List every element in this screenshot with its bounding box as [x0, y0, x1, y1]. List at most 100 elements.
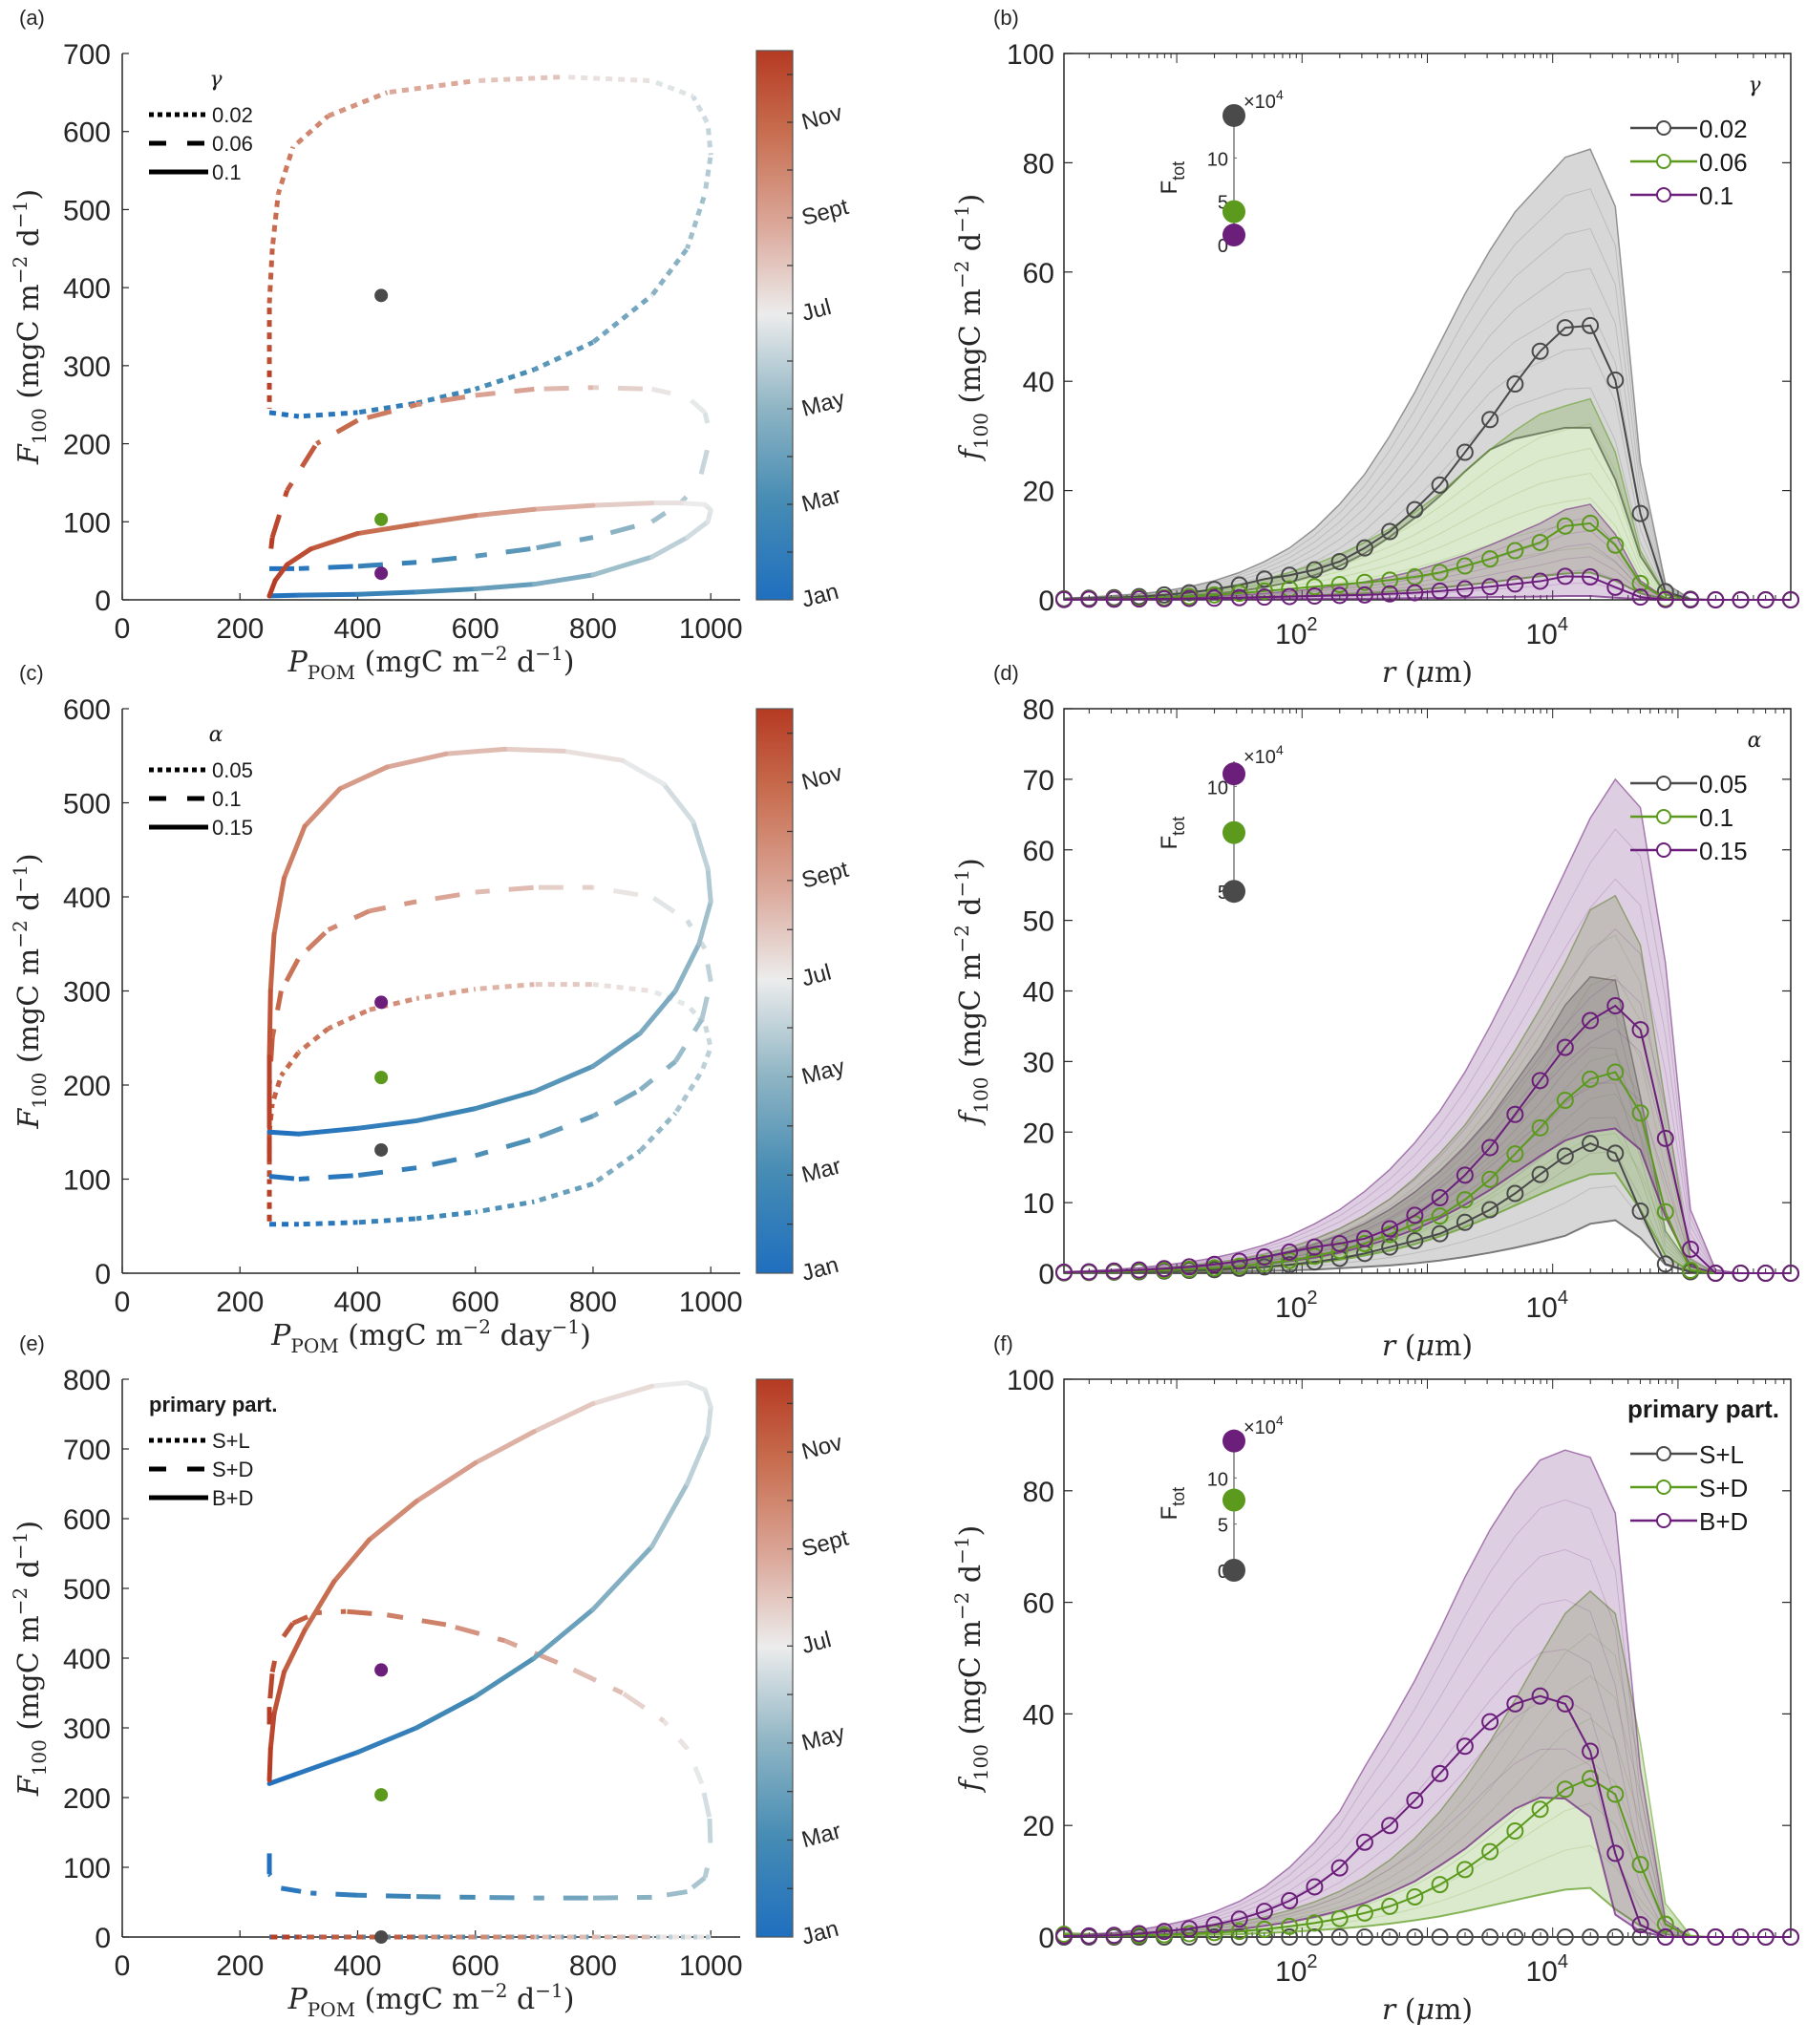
data-point — [1130, 590, 1148, 608]
x-tick-label: 800 — [569, 1950, 617, 1982]
data-point — [1180, 1925, 1199, 1943]
data-point — [1230, 585, 1248, 603]
y-axis-label-part: 100 — [969, 1744, 992, 1780]
series-segment — [591, 1087, 642, 1118]
y-axis-label-part: F — [12, 1775, 46, 1797]
series-segment — [266, 1770, 302, 1786]
colorbar-label: May — [799, 1720, 848, 1757]
y-axis-label-part: ) — [12, 853, 46, 864]
series-segment — [561, 748, 626, 763]
panel-tag: (d) — [993, 661, 1019, 685]
series-segment — [367, 1499, 419, 1543]
envelope-band — [1064, 778, 1791, 1273]
series-segment — [266, 578, 278, 599]
y-tick-label: 400 — [63, 883, 111, 914]
colorbar-label: Jul — [799, 294, 835, 327]
colorbar-label: Sept — [799, 1525, 852, 1563]
series-segment — [272, 562, 290, 584]
data-point — [1055, 1263, 1073, 1281]
panel-tag: (c) — [19, 661, 44, 685]
legend-label: 0.1 — [212, 787, 242, 811]
data-point — [1306, 561, 1324, 579]
series-segment — [685, 1875, 707, 1894]
x-tick-label: 102 — [1275, 614, 1318, 650]
series-line — [1063, 575, 1791, 601]
panel-a: (a) 0 200 400 600 800 1000 0 100 200 300 400 500 600 7… — [9, 6, 852, 684]
y-axis-label-part: (mgC m — [954, 953, 988, 1077]
data-point — [1281, 1243, 1299, 1261]
colorbar-label: Mar — [799, 482, 844, 518]
data-point — [1732, 1928, 1750, 1946]
y-axis-label-part: (mgC m — [12, 948, 46, 1073]
data-point — [1531, 1800, 1549, 1819]
series-segment — [475, 1199, 535, 1215]
envelope-band — [1064, 895, 1791, 1273]
series-segment — [707, 1818, 713, 1854]
series-segment — [269, 193, 281, 249]
y-tick-label: 30 — [1023, 1047, 1054, 1078]
data-point — [1180, 1258, 1199, 1276]
series-segment — [296, 1750, 360, 1776]
x-axis-label-part: r — [1382, 1330, 1397, 1363]
series-segment — [414, 1460, 478, 1504]
x-tick-label: 400 — [333, 1950, 381, 1982]
y-axis-label-part: 100 — [28, 1073, 51, 1109]
legend-label: 0.05 — [1699, 770, 1748, 798]
data-point — [1481, 1713, 1499, 1731]
data-point — [1130, 1925, 1148, 1943]
inset-multiplier-exp: 4 — [1276, 1413, 1284, 1428]
data-point — [1330, 552, 1349, 570]
y-tick-label: 600 — [63, 1504, 111, 1536]
series-segment — [291, 1610, 318, 1626]
data-point — [1606, 1844, 1625, 1863]
y-tick-label: 500 — [63, 789, 111, 820]
colorbar-label: Sept — [799, 857, 852, 894]
series-S-D — [266, 1608, 713, 1901]
y-axis-label-part: −2 — [9, 256, 32, 284]
series-segment — [702, 412, 713, 437]
data-point — [1582, 316, 1600, 334]
y-axis-label-part: (mgC m — [12, 284, 46, 408]
data-point — [1481, 1170, 1499, 1188]
legend-title: γ — [209, 68, 223, 92]
data-point — [1531, 342, 1549, 360]
series-segment — [531, 572, 596, 587]
y-axis-label-part: ) — [954, 1525, 988, 1537]
y-tick-label: 200 — [63, 430, 111, 461]
series-segment — [621, 1691, 666, 1723]
legend-title: α — [1748, 729, 1762, 753]
x-tick-label: 1000 — [679, 1287, 743, 1318]
x-axis-label: PPOM (mgC m−2 d−1) — [287, 1979, 575, 2021]
data-point — [1431, 1188, 1449, 1206]
panel-e: (e) 0 200 400 600 800 1000 0 100 200 300 400 500 600 7… — [9, 1331, 852, 2021]
series-segment — [696, 435, 713, 484]
series-segment — [678, 500, 708, 507]
inset-title-sub: tot — [1169, 1487, 1188, 1506]
data-point — [1381, 1817, 1399, 1835]
colorbar: Jan Mar May Jul Sept Nov — [755, 708, 852, 1287]
series-0-02 — [266, 75, 713, 419]
series-segment — [649, 1380, 691, 1389]
series-segment — [354, 589, 419, 597]
y-tick-label: 700 — [63, 1435, 111, 1466]
data-point — [1381, 1220, 1399, 1238]
data-point — [1682, 591, 1700, 608]
series-segment — [650, 78, 694, 99]
series-line — [1064, 1694, 1791, 1938]
data-point — [1631, 1202, 1649, 1220]
x-axis-label-part: r — [1382, 1993, 1397, 2027]
series-segment — [415, 1153, 477, 1171]
y-axis-label-part: −1 — [950, 1536, 973, 1564]
series-segment — [386, 78, 477, 96]
series-segment — [533, 535, 594, 551]
colorbar-label: Jan — [799, 579, 841, 613]
x-tick-base: 10 — [1525, 619, 1557, 650]
y-axis-label: F100 (mgC m−2 d−1) — [9, 1521, 51, 1797]
data-point — [1281, 566, 1299, 585]
series-segment — [297, 927, 330, 960]
legend: γ 0.02 0.06 0.1 — [149, 68, 253, 184]
y-axis-label-part: d — [12, 893, 46, 921]
series-segment — [592, 385, 652, 392]
y-axis-label-part: d — [12, 1560, 46, 1587]
y-tick-label: 80 — [1023, 148, 1054, 180]
